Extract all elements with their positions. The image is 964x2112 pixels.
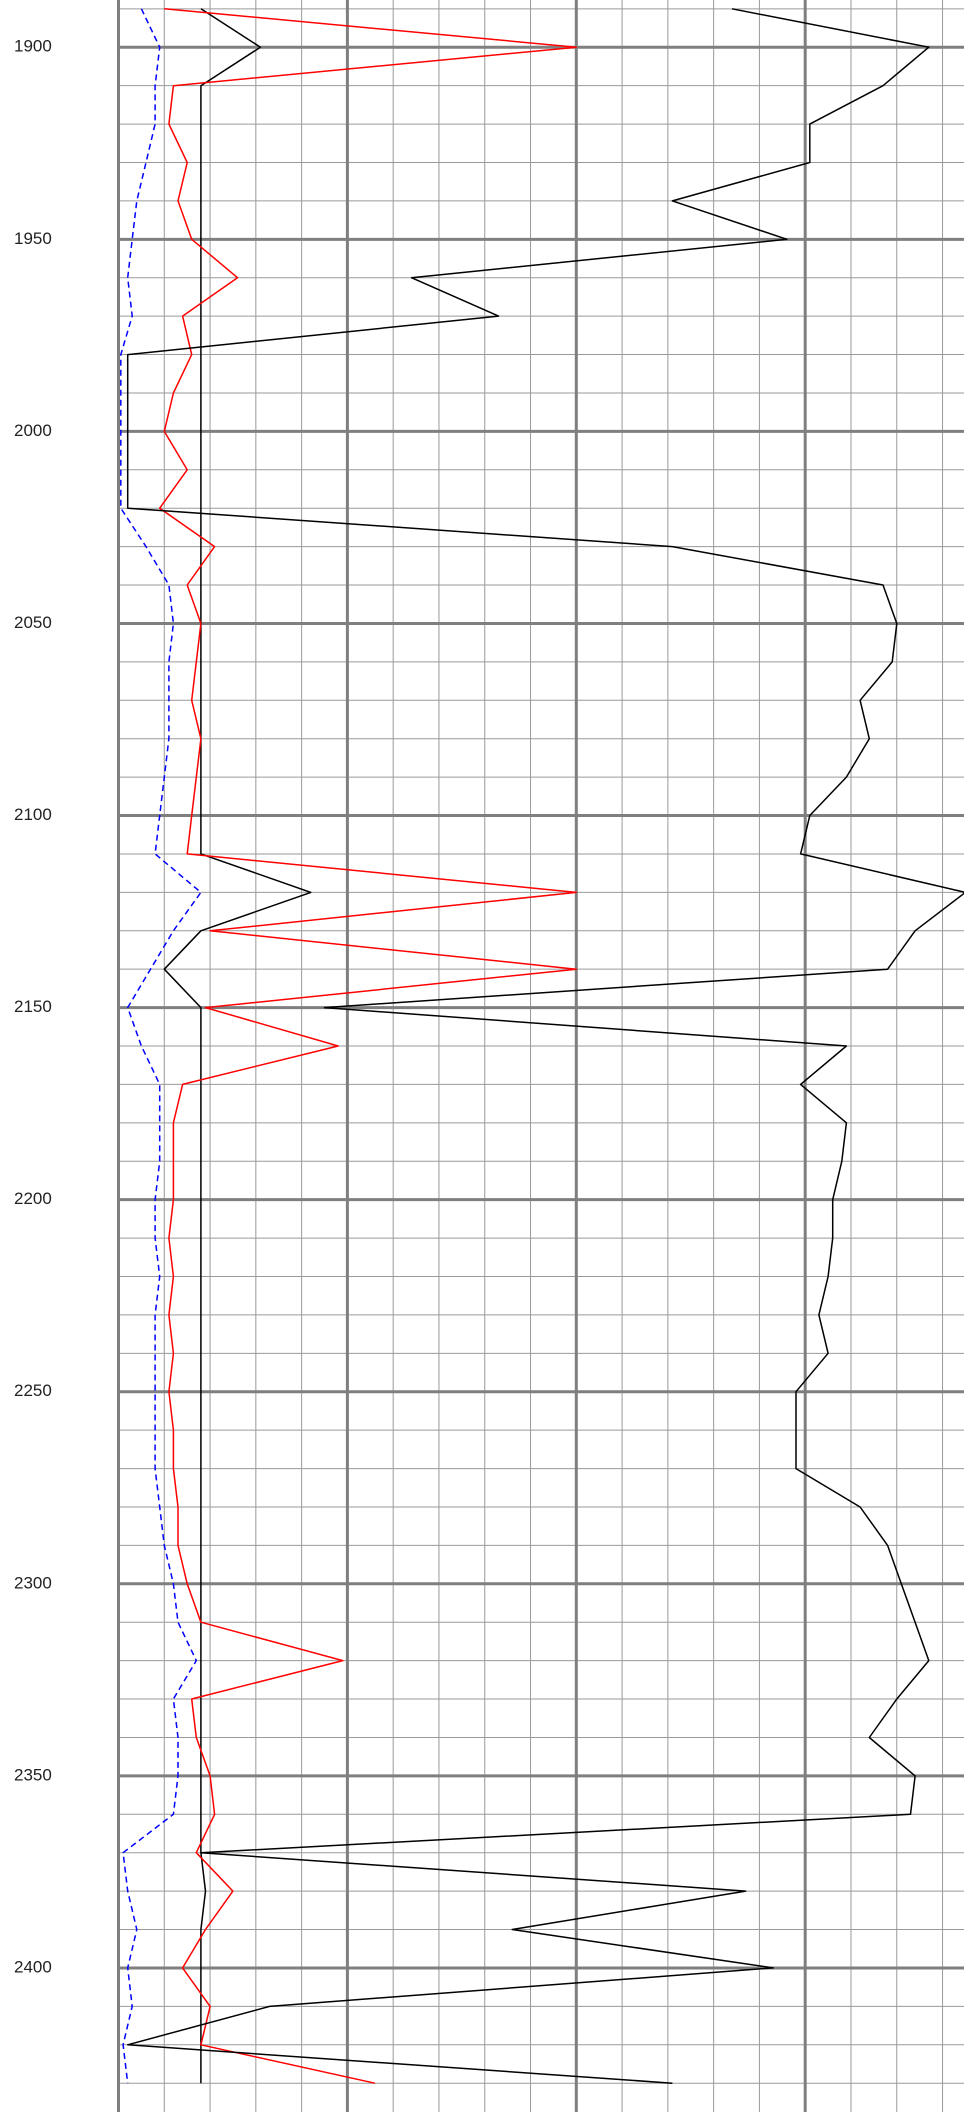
depth-tick-label: 1900 xyxy=(14,37,52,56)
depth-tick-label: 2400 xyxy=(14,1957,52,1976)
log-curve xyxy=(158,8,578,2084)
depth-tick-label: 2200 xyxy=(14,1189,52,1208)
log-curve xyxy=(126,8,964,2084)
depth-labels: 1900 1950 2000 2050 2100 2150 2200 2250 2300 2350… xyxy=(14,37,52,1977)
depth-tick-label: 2250 xyxy=(14,1381,52,1400)
depth-tick-label: 1950 xyxy=(14,229,52,248)
grid xyxy=(117,0,964,2112)
depth-tick-label: 2300 xyxy=(14,1573,52,1592)
depth-tick-label: 2350 xyxy=(14,1765,52,1784)
depth-tick-label: 2050 xyxy=(14,613,52,632)
depth-tick-label: 2000 xyxy=(14,421,52,440)
log-curve xyxy=(120,8,202,2084)
depth-tick-label: 2150 xyxy=(14,997,52,1016)
curves xyxy=(120,8,964,2084)
depth-tick-label: 2100 xyxy=(14,805,52,824)
log-curve xyxy=(163,8,312,2084)
